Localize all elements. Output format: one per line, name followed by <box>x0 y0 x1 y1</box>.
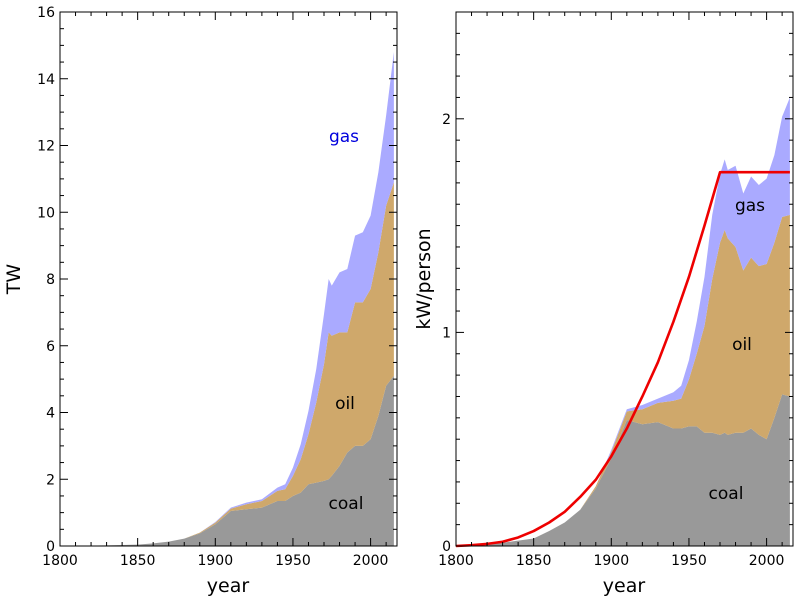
coal-label: coal <box>329 494 364 514</box>
coal-label: coal <box>709 484 744 504</box>
x-tick-label: 1900 <box>593 553 629 569</box>
x-tick-label: 1850 <box>120 553 156 569</box>
per-capita-power-chart: 1800 1850 1900 1950 2000 0 1 2 year kW/person g… <box>413 11 794 597</box>
x-tick-label: 1950 <box>671 553 707 569</box>
plot-frame <box>455 11 794 547</box>
y-tick-label: 6 <box>46 339 55 355</box>
plot-frame <box>59 11 398 547</box>
y-tick-label: 1 <box>442 325 451 341</box>
coal-area <box>60 375 394 546</box>
y-tick-label: 16 <box>37 5 55 21</box>
gas-area <box>60 52 394 547</box>
total-power-chart: 1800 1850 1900 1950 2000 0 2 4 6 8 10 12 14 16 year T… <box>3 5 398 597</box>
y-tick-label: 12 <box>37 139 55 155</box>
oil-area <box>456 214 790 547</box>
x-tick-label: 1850 <box>516 553 552 569</box>
y-tick-label: 0 <box>46 539 55 555</box>
x-tick-label: 2000 <box>749 553 785 569</box>
x-tick-label: 1800 <box>438 553 474 569</box>
x-axis-label: year <box>603 575 646 597</box>
x-tick-label: 1900 <box>197 553 233 569</box>
oil-label: oil <box>335 394 355 414</box>
per-capita-curve <box>455 170 790 548</box>
y-tick-label: 2 <box>46 472 55 488</box>
y-tick-label: 14 <box>37 72 55 88</box>
y-tick-label: 0 <box>442 539 451 555</box>
y-tick-label: 2 <box>442 112 451 128</box>
x-axis-label: year <box>207 575 250 597</box>
x-tick-label: 1800 <box>42 553 78 569</box>
y-tick-label: 10 <box>37 205 55 221</box>
x-tick-label: 2000 <box>353 553 389 569</box>
y-axis-label: TW <box>3 264 25 296</box>
oil-label: oil <box>732 335 752 355</box>
gas-label: gas <box>329 127 359 147</box>
y-axis-label: kW/person <box>413 228 435 329</box>
y-tick-label: 8 <box>46 272 55 288</box>
y-tick-label: 4 <box>46 406 55 422</box>
gas-label: gas <box>735 196 765 216</box>
oil-area <box>60 182 394 546</box>
x-tick-label: 1950 <box>275 553 311 569</box>
coal-area <box>456 394 790 546</box>
